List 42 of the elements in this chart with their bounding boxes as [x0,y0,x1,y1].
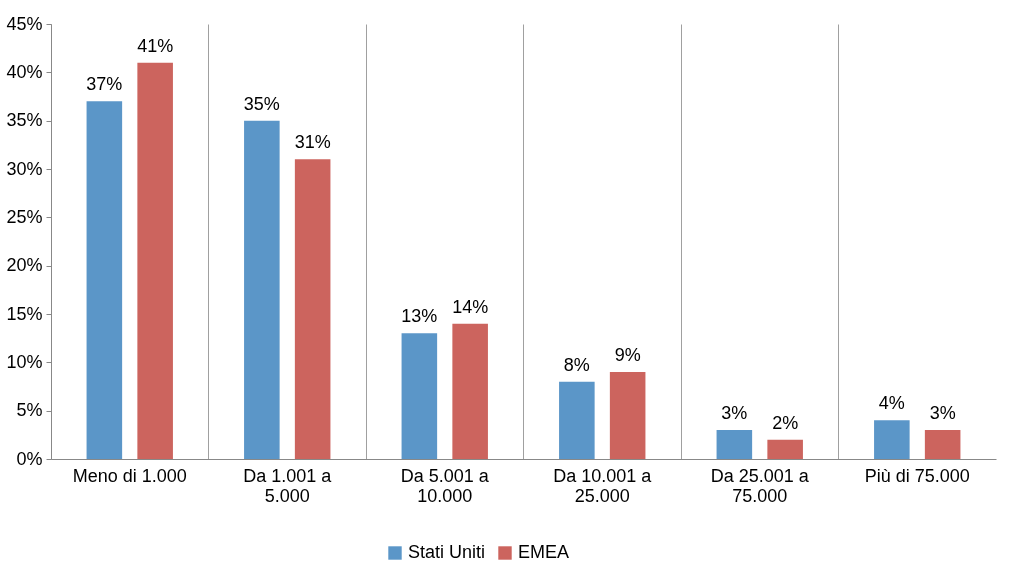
y-tick-label: 20% [6,255,43,276]
bar [452,323,488,459]
data-label: 31% [294,132,331,153]
data-label: 9% [614,345,641,365]
bar [401,333,438,459]
y-tick-label: 35% [6,110,43,131]
bar [559,381,595,459]
data-label: 2% [772,412,799,433]
data-label: 37% [86,74,123,95]
bar [244,120,280,459]
x-tick-label: Da 25.001 a 75.000 [710,465,810,506]
x-tick-label: Da 10.001 a 25.000 [553,465,653,506]
bar [609,372,646,459]
x-tick-label: Più di 75.000 [864,465,970,486]
data-label: 8% [563,354,590,375]
bar [924,430,961,459]
bar [716,430,753,459]
x-tick-label: Da 5.001 a 10.000 [400,465,490,506]
y-tick-label: 40% [6,61,43,82]
data-label: 13% [401,306,438,327]
y-tick-label: 0% [16,448,43,469]
bar [767,439,803,459]
y-tick-label: 30% [6,158,43,179]
y-tick-label: 5% [16,400,43,421]
bar [874,420,910,459]
data-label: 3% [721,403,748,423]
data-label: 3% [929,403,956,423]
bar [86,101,123,459]
y-tick-label: 15% [6,303,43,324]
y-tick-label: 25% [6,206,43,227]
legend-label: EMEA [518,542,570,562]
x-tick-label: Da 1.001 a 5.000 [243,465,333,506]
bar [294,159,331,459]
y-tick-label: 10% [6,351,43,372]
data-label: 4% [878,393,905,414]
x-tick-label: Meno di 1.000 [72,465,187,486]
data-label: 14% [452,296,489,317]
bar [137,62,173,459]
y-tick-label: 45% [6,13,43,34]
legend-label: Stati Uniti [408,542,486,562]
data-label: 41% [137,35,174,56]
data-label: 35% [243,93,280,114]
